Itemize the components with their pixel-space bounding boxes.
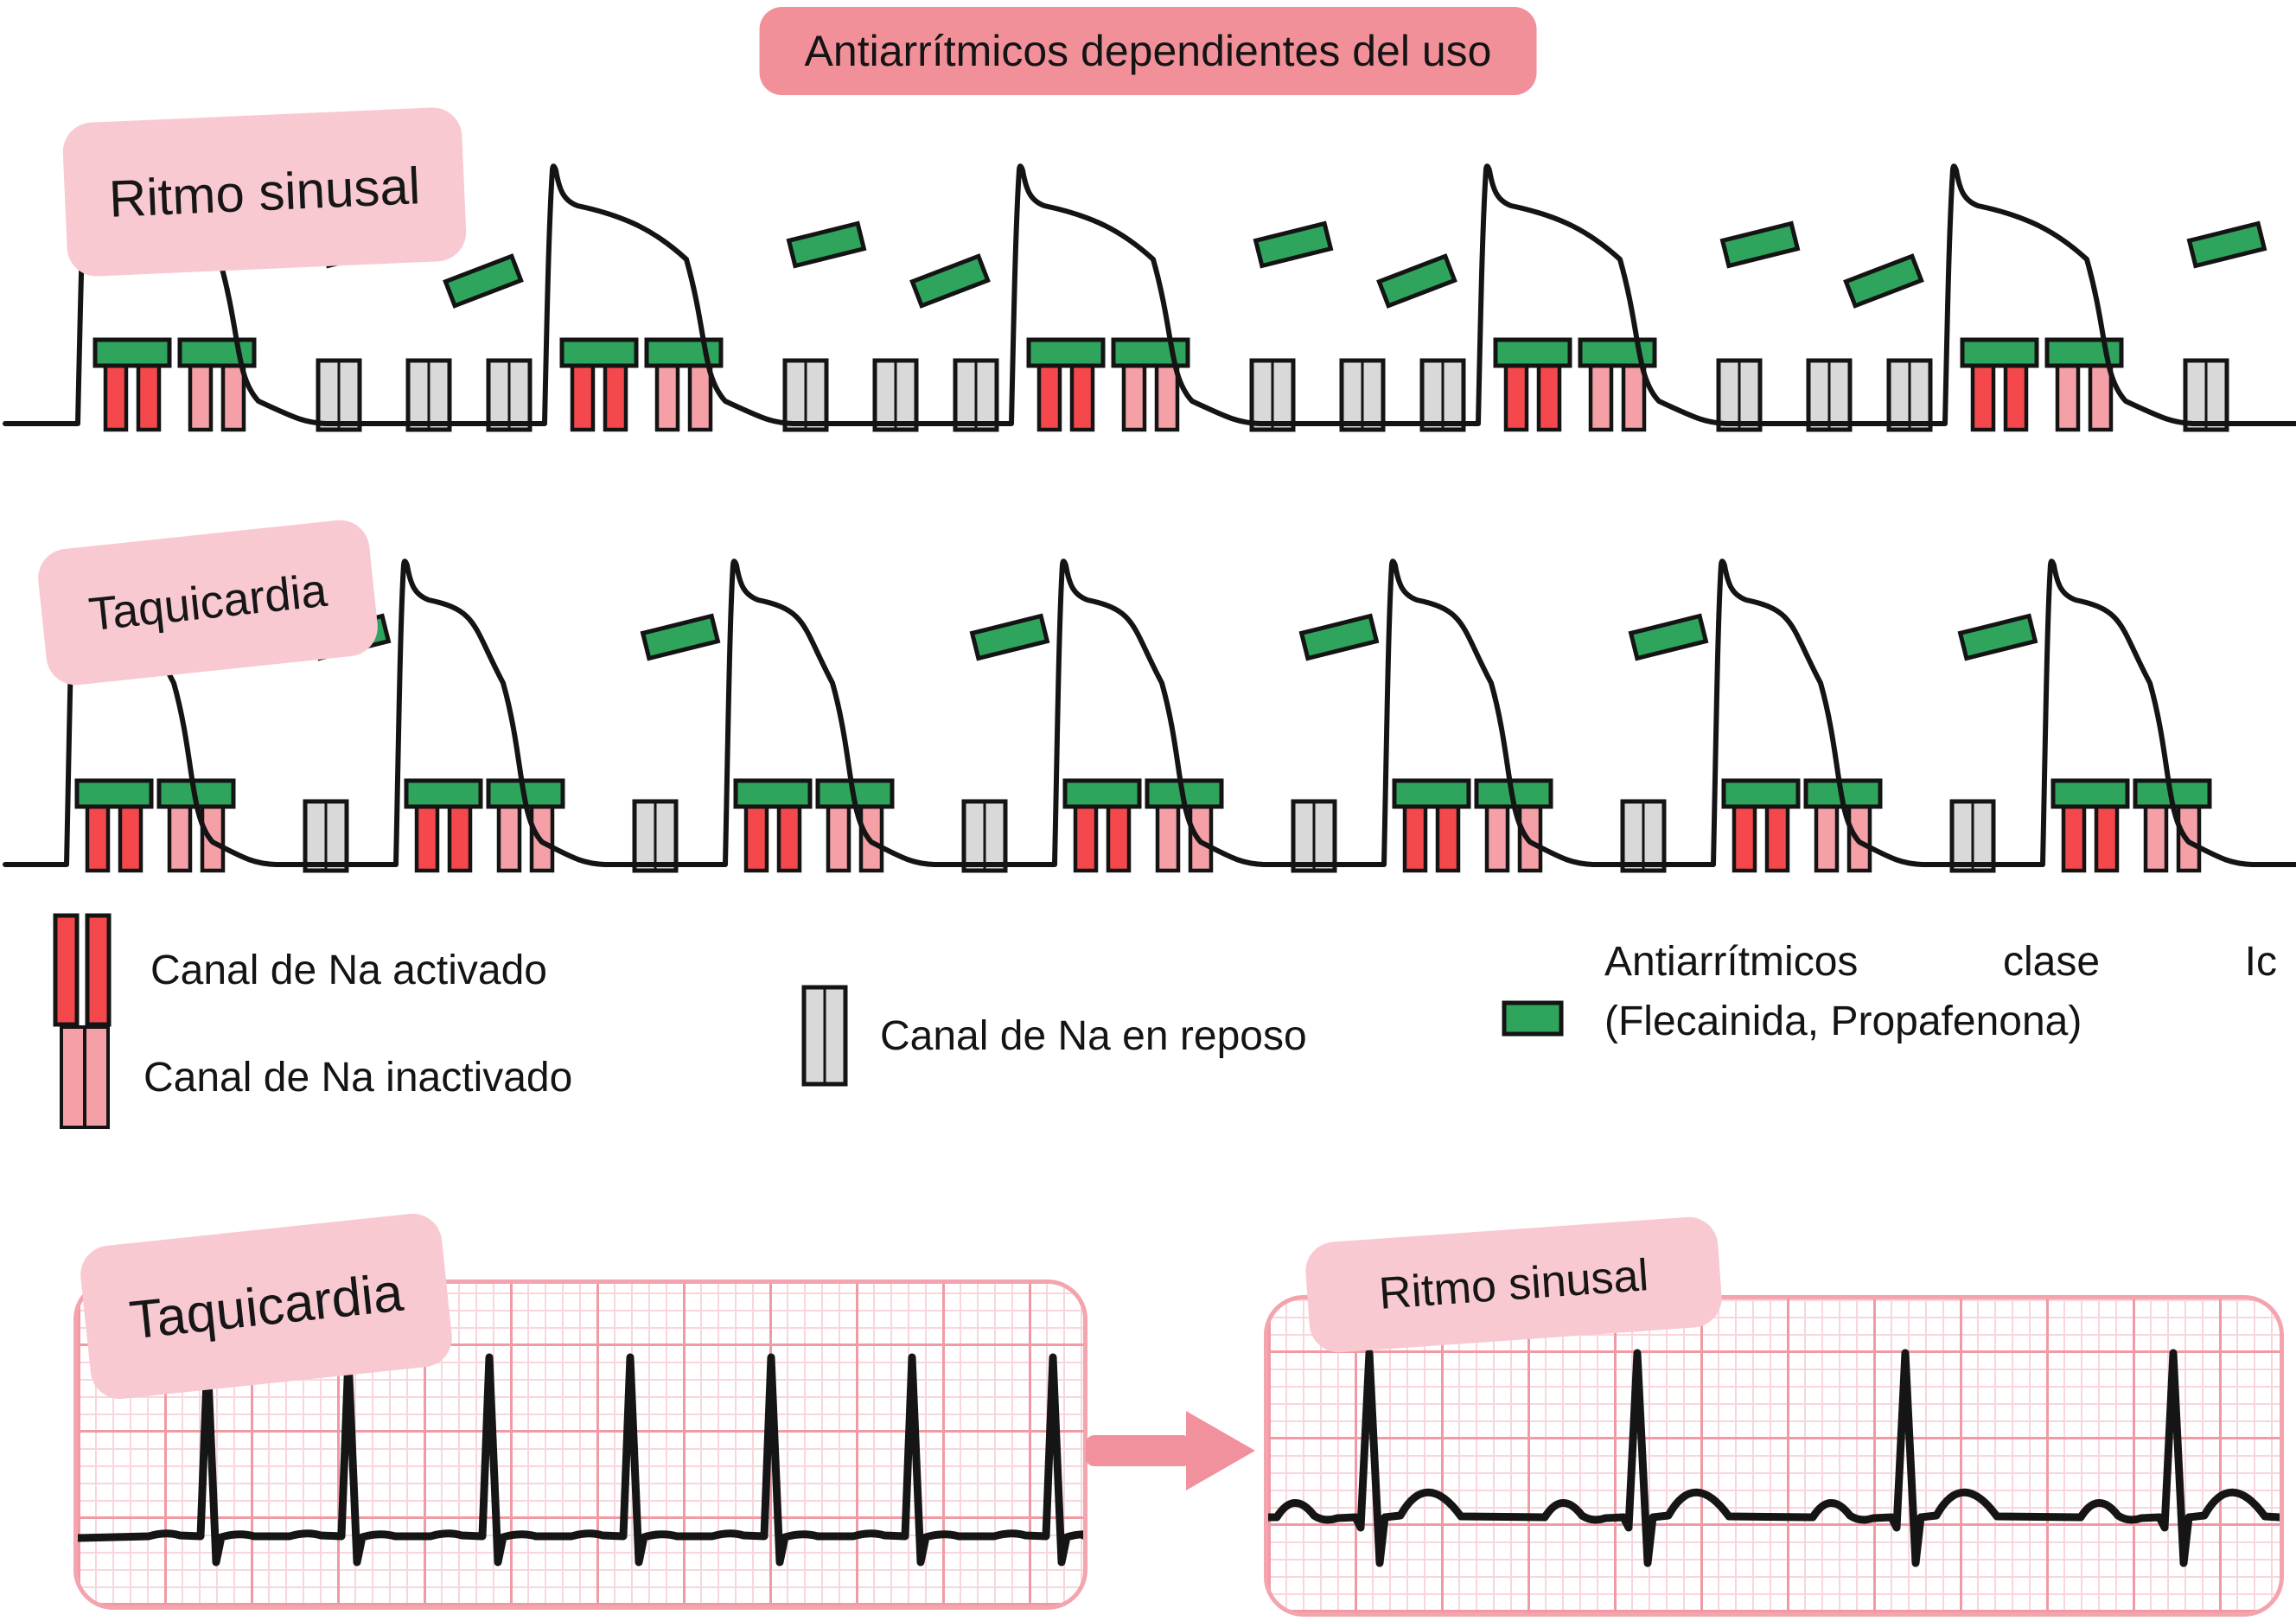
legend-label: Canal de Na inactivado bbox=[144, 1054, 573, 1101]
legend-label: Canal de Na en reposo bbox=[880, 1012, 1307, 1059]
title-banner: Antiarrítmicos dependientes del uso bbox=[759, 7, 1537, 95]
legend-item-na-activated: Canal de Na activado bbox=[52, 912, 547, 1028]
legend-label: Canal de Na activado bbox=[150, 947, 547, 993]
legend-label-line1: Antiarrítmicos clase Ic bbox=[1604, 939, 2277, 985]
na-activated-icon bbox=[53, 913, 112, 1027]
legend-item-na-inactivated: Canal de Na inactivado bbox=[59, 1024, 572, 1130]
na-resting-icon bbox=[801, 985, 848, 1087]
legend-label-line2: (Flecainida, Propafenona) bbox=[1604, 999, 2082, 1044]
action-potential-rows bbox=[3, 163, 2296, 873]
label-ritmo-sinusal: Ritmo sinusal bbox=[61, 106, 468, 278]
na-inactivated-icon bbox=[60, 1025, 110, 1129]
ecg-strip-ritmo-sinusal bbox=[1264, 1295, 2284, 1617]
ecg-trace-taquicardia bbox=[78, 1353, 1083, 1567]
class-ic-drug-icon bbox=[1502, 1000, 1564, 1037]
legend-item-na-resting: Canal de Na en reposo bbox=[800, 984, 1307, 1088]
tachy-ap-group bbox=[3, 558, 2296, 873]
legend-item-class-ic: Antiarrítmicos clase Ic (Flecainida, Pro… bbox=[1501, 938, 2277, 1045]
sinus-ap-group bbox=[3, 163, 2296, 432]
arrow-right-icon bbox=[1086, 1411, 1255, 1490]
arrow-head bbox=[1186, 1411, 1255, 1490]
ecg-trace-ritmo-sinusal bbox=[1268, 1349, 2280, 1567]
arrow-body bbox=[1086, 1435, 1191, 1466]
